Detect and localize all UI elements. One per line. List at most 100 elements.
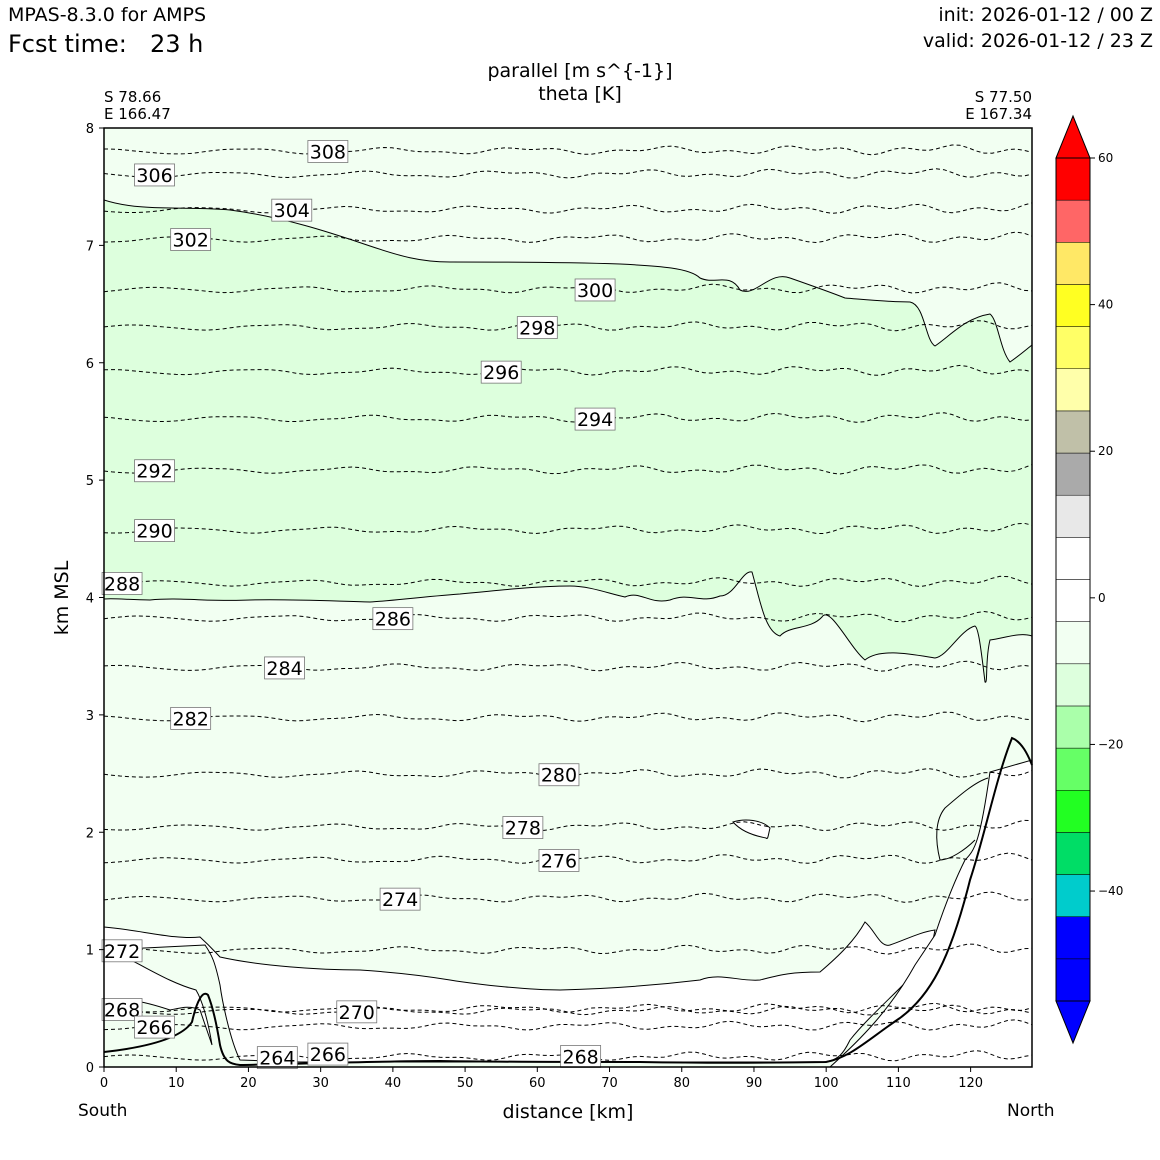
y-tick-label: 7 — [86, 239, 94, 254]
mountain-upper-contour — [936, 777, 989, 861]
low-level-white-region — [104, 921, 936, 1063]
theta-contour-line — [104, 320, 1032, 332]
theta-contour-line — [104, 522, 1032, 535]
colorbar-segment — [1055, 579, 1091, 622]
mountain-slope-white — [829, 759, 1032, 1067]
x-tick-label: 0 — [100, 1076, 108, 1091]
theta-label: 306 — [134, 163, 175, 187]
left-lon: E 166.47 — [104, 105, 171, 123]
colorbar-segment — [1055, 452, 1091, 496]
colorbar-tick-label: 20 — [1098, 444, 1113, 458]
theta-label-text: 266 — [310, 1044, 346, 1066]
theta-label: 268 — [101, 998, 143, 1021]
theta-contour-line — [104, 768, 1032, 779]
theta-label-box — [502, 816, 544, 839]
theta-label-box — [574, 278, 616, 302]
theta-label-box — [134, 163, 175, 187]
colorbar-segment — [1055, 790, 1091, 833]
south-direction-label: South — [78, 1101, 128, 1121]
x-tick-label: 120 — [958, 1076, 983, 1091]
theta-label-box — [134, 519, 175, 542]
colorbar-segment — [1055, 410, 1091, 454]
colorbar-tick-label: −20 — [1098, 737, 1123, 751]
theta-label-text: 290 — [136, 521, 172, 543]
chart-title-theta: theta [K] — [538, 83, 622, 105]
theta-label: 274 — [379, 887, 421, 911]
x-tick-label: 110 — [886, 1076, 911, 1091]
x-tick-label: 10 — [168, 1076, 185, 1091]
theta-label: 290 — [134, 519, 175, 543]
theta-label: 294 — [574, 407, 616, 431]
theta-label-text: 280 — [541, 765, 577, 787]
theta-label-box — [336, 1000, 378, 1024]
colorbar-tick-label: 60 — [1098, 151, 1113, 165]
theta-label: 300 — [574, 278, 616, 302]
y-tick-label: 0 — [86, 1061, 94, 1076]
theta-label-text: 272 — [104, 941, 140, 963]
y-axis: 0 1 2 3 4 5 6 7 8 — [86, 122, 104, 1076]
theta-label-box — [101, 939, 143, 963]
x-tick-label: 50 — [457, 1076, 474, 1091]
theta-label-text: 296 — [483, 362, 519, 384]
theta-label: 276 — [538, 849, 580, 872]
theta-label: 308 — [307, 140, 349, 163]
theta-label: 268 — [560, 1045, 602, 1068]
theta-label-text: 282 — [173, 708, 209, 730]
theta-label-box — [101, 998, 143, 1021]
colorbar-segment — [1055, 284, 1091, 327]
theta-label: 296 — [480, 360, 522, 384]
theta-contour-line — [104, 412, 1032, 423]
colorbar-over-triangle — [1055, 114, 1091, 159]
x-tick-label: 20 — [240, 1076, 257, 1091]
theta-label-box — [372, 607, 414, 631]
theta-label: 284 — [264, 656, 305, 680]
theta-label: 280 — [538, 763, 580, 787]
theta-label-text: 302 — [173, 230, 209, 252]
theta-label-text: 270 — [339, 1002, 375, 1024]
theta-label-box — [134, 459, 175, 483]
colorbar-segment — [1055, 621, 1091, 665]
theta-label-text: 278 — [505, 818, 541, 840]
y-tick-label: 2 — [86, 826, 94, 841]
theta-contour-line — [104, 943, 1032, 955]
theta-label-box — [516, 316, 558, 339]
theta-label-text: 288 — [104, 573, 140, 595]
y-tick-label: 3 — [86, 709, 94, 724]
theta-contour-line — [104, 231, 1032, 244]
theta-label-box — [574, 407, 616, 431]
colorbar-segment — [1055, 537, 1091, 580]
init-time: init: 2026-01-12 / 00 Z — [938, 4, 1153, 26]
colorbar-segment — [1055, 958, 1091, 1002]
theta-contour-line — [104, 464, 1032, 475]
colorbar-segment — [1055, 326, 1091, 370]
right-lat: S 77.50 — [974, 88, 1032, 106]
colorbar-segment — [1055, 832, 1091, 875]
theta-label-text: 264 — [259, 1048, 295, 1070]
colorbar-segment — [1055, 747, 1091, 791]
x-tick-label: 100 — [814, 1076, 839, 1091]
theta-label-text: 266 — [136, 1017, 172, 1039]
colorbar-segment — [1055, 663, 1091, 707]
colorbar-segment — [1055, 199, 1091, 243]
chart-title-parallel: parallel [m s^{-1}] — [487, 60, 673, 82]
theta-label: 278 — [502, 816, 544, 840]
theta-label: 304 — [271, 198, 313, 222]
theta-contour-line — [104, 575, 1032, 588]
y-tick-label: 1 — [86, 944, 94, 959]
colorbar-frame — [1055, 157, 1091, 1002]
theta-label: 270 — [336, 1000, 378, 1024]
colorbar-segment — [1055, 368, 1091, 412]
theta-contour-line — [104, 168, 1032, 179]
right-lon: E 167.34 — [965, 105, 1032, 123]
colorbar-segment — [1055, 874, 1091, 917]
theta-contour-line — [104, 660, 1032, 672]
wind-band-green — [104, 199, 1032, 683]
colorbar-segment — [1055, 242, 1091, 285]
theta-label: 302 — [170, 228, 212, 252]
x-tick-label: 80 — [673, 1076, 690, 1091]
theta-contour-line — [104, 1019, 1032, 1031]
left-lat: S 78.66 — [104, 88, 162, 106]
theta-label-box — [538, 763, 580, 787]
